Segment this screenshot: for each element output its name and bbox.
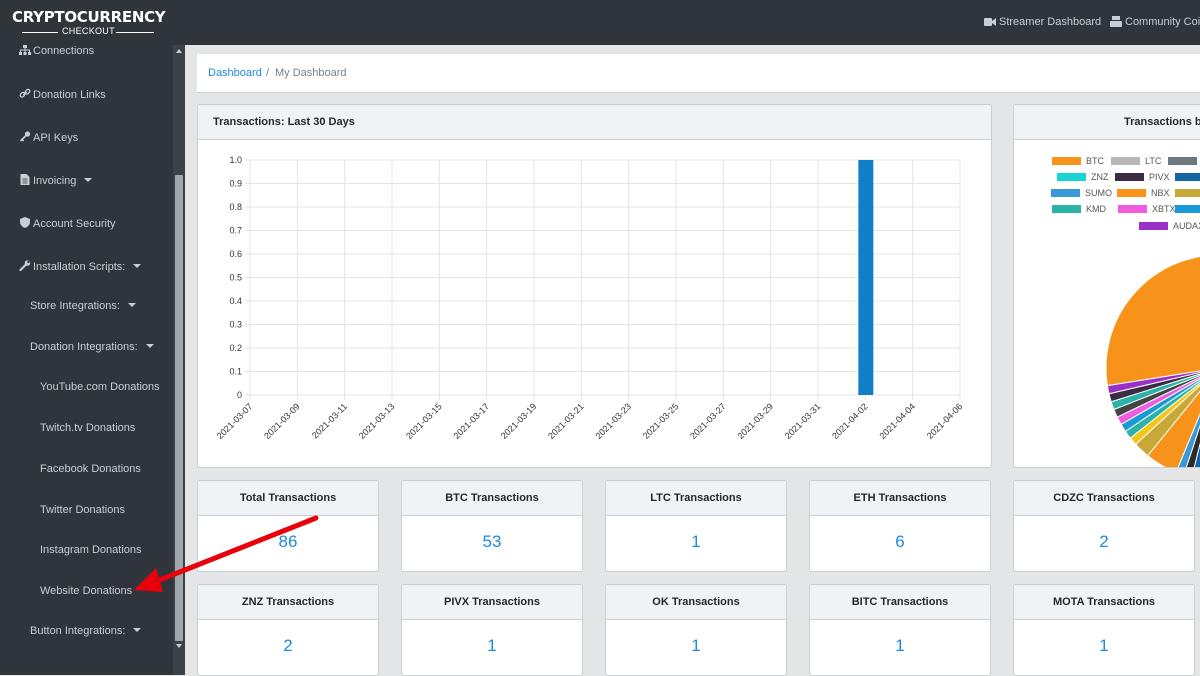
annotation-arrow [0, 0, 1200, 675]
